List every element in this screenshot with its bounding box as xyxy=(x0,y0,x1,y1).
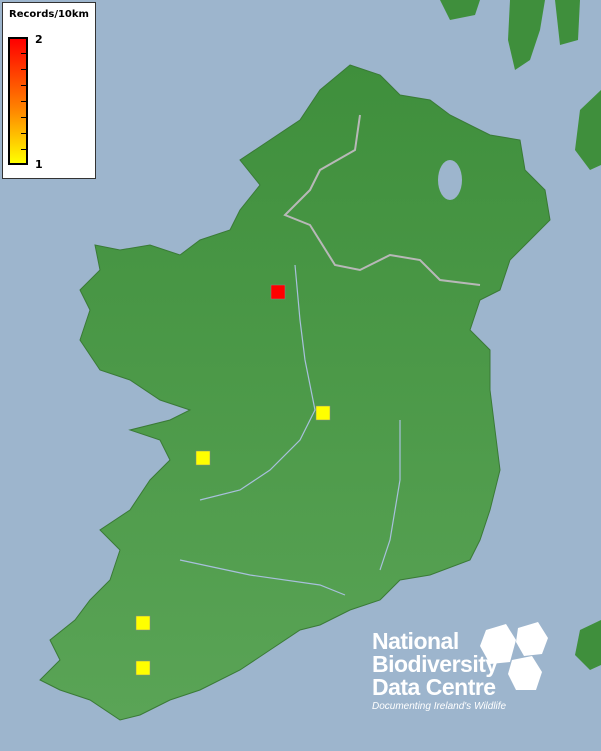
border-line xyxy=(283,114,481,286)
legend-max-label: 2 xyxy=(35,33,43,46)
river-barrow xyxy=(379,420,401,571)
record-squares xyxy=(135,284,331,676)
legend-tick xyxy=(21,117,26,118)
logo-hexagons-icon xyxy=(480,622,548,690)
record-square xyxy=(135,660,151,676)
scotland-kintyre xyxy=(508,0,545,70)
scotland-galloway xyxy=(575,90,601,170)
logo-line-1: National xyxy=(372,628,459,654)
logo-tagline: Documenting Ireland's Wildlife xyxy=(372,701,507,712)
legend-tick xyxy=(21,133,26,134)
wales-anglesey xyxy=(575,620,601,670)
nbdc-logo: National Biodiversity Data Centre Docume… xyxy=(372,622,562,740)
river-shannon xyxy=(199,264,316,501)
legend-tick xyxy=(21,53,26,54)
record-square xyxy=(270,284,286,300)
legend-title: Records/10km xyxy=(9,9,89,20)
legend-tick xyxy=(21,101,26,102)
legend-tick xyxy=(21,85,26,86)
logo-line-2: Biodiversity xyxy=(372,651,498,677)
ireland-landmass xyxy=(39,64,551,721)
record-square xyxy=(315,405,331,421)
record-square xyxy=(195,450,211,466)
legend-min-label: 1 xyxy=(35,158,43,171)
legend-tick xyxy=(21,149,26,150)
logo-line-3: Data Centre xyxy=(372,674,496,700)
scotland-arran xyxy=(555,0,580,45)
record-square xyxy=(135,615,151,631)
scotland-islay xyxy=(440,0,480,20)
river-blackwater xyxy=(179,559,346,596)
legend: Records/10km 2 1 xyxy=(2,2,96,179)
legend-tick xyxy=(21,69,26,70)
lough-neagh xyxy=(438,160,462,200)
